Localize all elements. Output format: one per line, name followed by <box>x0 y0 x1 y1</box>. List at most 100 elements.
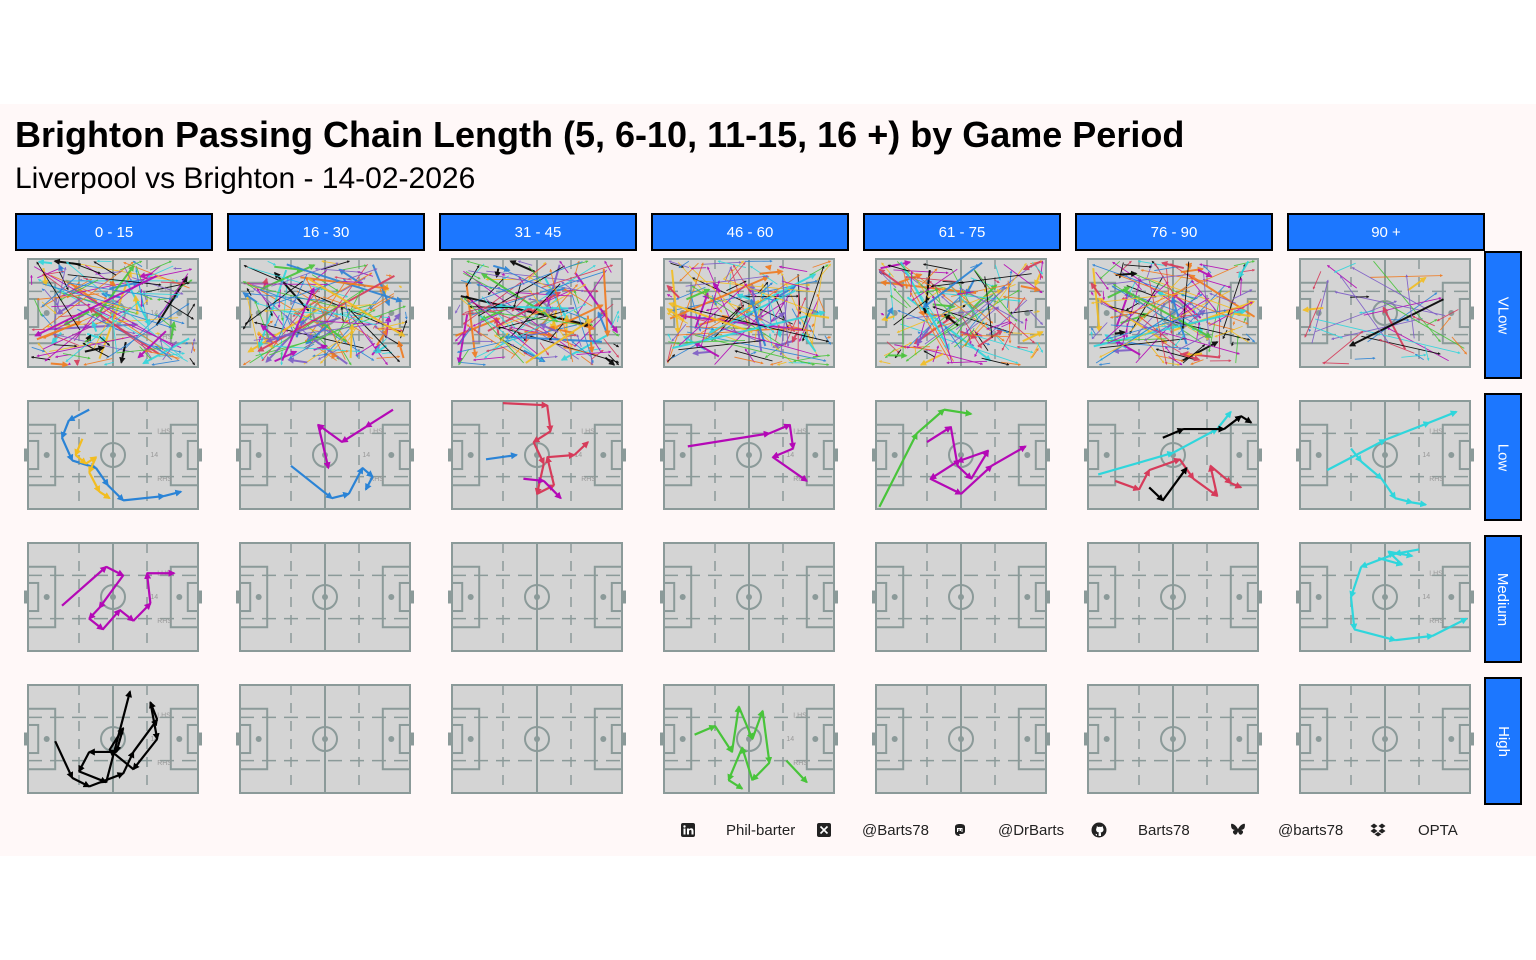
pass-arrow <box>768 423 792 435</box>
pass-arrow <box>1197 309 1227 315</box>
passing-chain <box>317 408 394 470</box>
pass-arrow <box>727 261 746 283</box>
passing-chain <box>785 759 808 784</box>
goal-left <box>24 590 28 604</box>
pass-arrow <box>1168 356 1183 366</box>
goal-left <box>24 448 28 462</box>
pass-arrow <box>1354 628 1397 643</box>
pass-arrow <box>36 293 100 301</box>
pass-arrow <box>364 408 394 428</box>
penalty-spot-left <box>679 594 686 600</box>
pass-arrow <box>462 263 547 325</box>
pass-arrow <box>1014 297 1026 312</box>
pass-arrow <box>985 300 1035 344</box>
pass-arrow <box>78 751 91 773</box>
pass-arrow <box>59 271 69 291</box>
pass-arrow <box>82 342 109 358</box>
goal-left <box>1296 590 1300 604</box>
goal-left <box>872 590 876 604</box>
pass-arrow <box>59 268 193 297</box>
pass-arrow <box>1373 260 1441 343</box>
pass-arrow <box>723 278 814 312</box>
zone-label-centre: 14 <box>150 310 158 317</box>
pass-arrow <box>343 306 388 366</box>
pass-arrow <box>498 326 620 364</box>
pitch <box>236 542 414 652</box>
github-handle: Barts78 <box>1138 822 1190 839</box>
pass-arrow <box>41 301 57 314</box>
pass-arrow <box>929 460 959 480</box>
pass-arrow <box>466 324 516 356</box>
pass-arrow <box>1378 339 1415 354</box>
penalty-spot-right <box>1024 594 1031 600</box>
pass-arrow <box>1412 315 1435 327</box>
pass-arrow <box>1192 477 1219 497</box>
passing-chain <box>74 438 111 500</box>
period-strip-5: 76 - 90 <box>1075 213 1273 251</box>
pass-arrow <box>918 282 929 298</box>
pass-arrow <box>1126 279 1137 299</box>
pass-arrow <box>967 262 1027 342</box>
pass-arrow <box>261 264 316 290</box>
pass-arrow <box>548 304 604 332</box>
pass-arrow <box>932 306 1013 334</box>
passing-chain <box>54 690 160 788</box>
pass-arrow <box>916 325 932 345</box>
penalty-spot-left <box>891 594 898 600</box>
pass-arrow <box>733 264 753 297</box>
pass-arrow <box>1115 270 1138 278</box>
goal-left <box>1084 732 1088 746</box>
pass-arrow <box>691 277 793 325</box>
pass-arrow <box>956 465 973 480</box>
pass-arrow <box>812 260 832 268</box>
pass-arrow <box>772 456 808 482</box>
pass-arrow <box>801 332 817 353</box>
pass-arrow <box>960 333 1009 338</box>
pass-arrow <box>903 270 908 290</box>
pass-arrow <box>509 326 538 333</box>
data-source: OPTA <box>1418 822 1458 839</box>
passing-chain <box>290 464 374 500</box>
period-strip-6: 90 + <box>1287 213 1485 251</box>
pass-arrow <box>991 445 1027 467</box>
goal-right <box>834 732 838 746</box>
goal-right <box>834 306 838 320</box>
pass-arrow <box>1113 339 1141 356</box>
centre-spot <box>1382 594 1388 600</box>
pass-arrow <box>962 304 966 308</box>
dense-pass-cloud <box>666 259 832 367</box>
penalty-spot-left <box>255 594 262 600</box>
pass-arrow <box>805 312 830 319</box>
zone-label-lhs: LHS <box>157 428 171 435</box>
pass-arrow <box>714 725 733 754</box>
pass-arrow <box>788 424 796 450</box>
pass-arrow <box>1412 500 1428 508</box>
pass-arrow <box>463 297 524 364</box>
pass-arrow <box>734 356 764 365</box>
goal-left <box>448 306 452 320</box>
pass-arrow <box>145 281 190 293</box>
pass-arrow <box>951 306 1000 345</box>
goal-right <box>198 590 202 604</box>
zone-label-centre: 14 <box>150 452 158 459</box>
pass-arrow <box>67 408 90 422</box>
pass-arrow <box>132 260 143 268</box>
pass-arrow <box>54 740 74 780</box>
penalty-spot-right <box>1448 736 1455 742</box>
pass-arrow <box>1109 313 1128 319</box>
pass-arrow <box>107 484 125 502</box>
pass-arrow <box>74 438 84 457</box>
pass-arrow <box>1428 410 1458 424</box>
pass-arrow <box>465 283 478 359</box>
pass-arrow <box>67 274 162 287</box>
passing-chain <box>1148 466 1188 502</box>
pass-arrow <box>1235 335 1240 364</box>
pass-arrow <box>897 309 926 322</box>
pass-arrow <box>508 327 525 335</box>
centre-spot <box>322 594 328 600</box>
pass-arrow <box>1426 319 1438 326</box>
pass-arrow <box>1128 265 1238 315</box>
pass-arrow <box>690 266 707 270</box>
pass-arrow <box>1323 330 1364 364</box>
